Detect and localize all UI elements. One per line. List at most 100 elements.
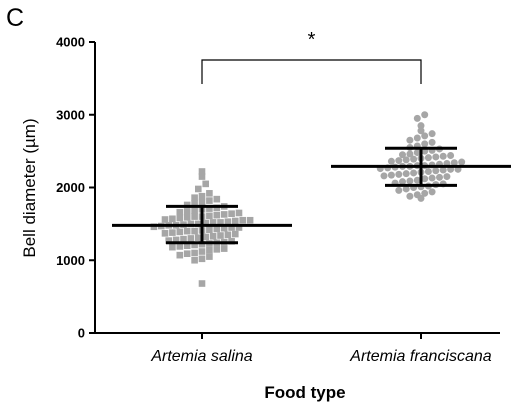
data-point-circle <box>428 138 436 146</box>
data-point-square <box>176 243 184 250</box>
data-point-square <box>198 198 206 206</box>
data-point-square <box>206 253 213 260</box>
data-point-square <box>209 219 217 226</box>
data-point-circle <box>421 140 429 148</box>
data-point-square <box>202 233 209 241</box>
data-point-square <box>191 213 198 220</box>
data-point-square <box>206 226 213 233</box>
data-point-square <box>183 227 191 235</box>
data-point-square <box>206 197 213 204</box>
data-point-square <box>224 231 232 239</box>
data-point-circle <box>399 151 406 159</box>
data-point-circle <box>387 171 395 179</box>
data-point-circle <box>447 151 455 159</box>
data-point-square <box>191 249 198 257</box>
x-category-label: Artemia franciscana <box>349 348 491 365</box>
data-point-circle <box>413 149 421 157</box>
y-tick-label: 1000 <box>56 253 85 268</box>
x-axis: Artemia salina Artemia franciscana <box>95 332 500 365</box>
y-tick-label: 0 <box>78 326 85 341</box>
x-category-label: Artemia salina <box>150 348 252 365</box>
data-point-square <box>169 243 176 251</box>
data-point-circle <box>406 177 414 185</box>
data-point-square <box>213 195 221 203</box>
data-point-square <box>217 232 224 239</box>
data-point-square <box>172 236 180 244</box>
data-point-square <box>206 190 213 197</box>
data-point-circle <box>450 159 458 167</box>
data-point-square <box>169 229 176 236</box>
y-axis-title: Bell diameter (µm) <box>20 118 39 257</box>
data-point-circle <box>406 150 414 158</box>
data-point-square <box>228 224 235 231</box>
data-point-square <box>228 210 235 217</box>
data-point-circle <box>439 166 447 174</box>
data-point-circle <box>432 167 440 175</box>
data-point-square <box>220 211 228 218</box>
data-point-square <box>220 245 228 252</box>
data-point-circle <box>413 176 421 184</box>
data-point-circle <box>421 132 429 140</box>
data-point-square <box>206 246 213 254</box>
data-point-square <box>195 234 202 241</box>
data-point-circle <box>387 157 395 165</box>
data-point-circle <box>421 175 429 183</box>
data-point-square <box>180 235 187 243</box>
data-point-square <box>213 246 221 253</box>
data-point-circle <box>410 155 418 163</box>
data-point-square <box>191 241 198 249</box>
data-point-square <box>198 248 206 255</box>
data-point-circle <box>421 111 429 119</box>
panel-letter: C <box>6 4 24 32</box>
data-point-square <box>191 207 198 215</box>
data-point-square <box>217 219 224 226</box>
data-point-square <box>235 224 243 231</box>
data-point-circle <box>380 172 388 180</box>
data-point-square <box>191 227 198 235</box>
data-point-square <box>191 256 198 264</box>
data-point-circle <box>406 136 414 144</box>
x-axis-title: Food type <box>264 383 345 402</box>
data-point-circle <box>428 130 436 138</box>
data-point-circle <box>417 122 425 130</box>
data-point-circle <box>413 134 421 142</box>
data-point-circle <box>410 169 418 177</box>
data-point-square <box>176 251 184 259</box>
data-point-circle <box>428 174 436 182</box>
significance-bracket-line <box>201 59 422 84</box>
data-point-circle <box>424 167 432 175</box>
data-point-square <box>224 218 232 225</box>
data-point-square <box>239 216 246 224</box>
data-point-circle <box>399 178 406 186</box>
data-point-square <box>198 280 206 287</box>
y-tick-label: 3000 <box>56 107 85 122</box>
data-point-square <box>176 208 184 216</box>
data-point-square <box>232 230 239 238</box>
summary-bars <box>112 146 511 245</box>
data-point-square <box>183 208 191 215</box>
data-point-circle <box>406 192 414 200</box>
data-point-circle <box>428 188 436 196</box>
significance-bracket: * <box>201 29 422 84</box>
data-point-square <box>198 173 206 180</box>
data-point-circle <box>395 186 403 194</box>
data-point-circle <box>402 170 410 178</box>
y-tick-label: 4000 <box>56 35 85 50</box>
y-ticks: 0 1000 2000 3000 4000 <box>56 35 95 341</box>
data-point-square <box>206 212 213 220</box>
data-point-square <box>198 255 206 263</box>
data-point-square <box>169 215 176 223</box>
data-point-circle <box>395 157 403 165</box>
data-point-circle <box>395 170 403 178</box>
data-point-square <box>176 214 184 222</box>
data-point-circle <box>439 152 447 160</box>
data-point-circle <box>421 189 429 197</box>
data-point-circle <box>424 154 432 162</box>
data-point-square <box>209 232 217 240</box>
data-point-square <box>235 209 243 217</box>
y-axis: 0 1000 2000 3000 4000 <box>56 35 96 341</box>
data-point-circle <box>402 156 410 164</box>
data-point-circle <box>458 158 466 166</box>
data-point-square <box>198 192 206 200</box>
